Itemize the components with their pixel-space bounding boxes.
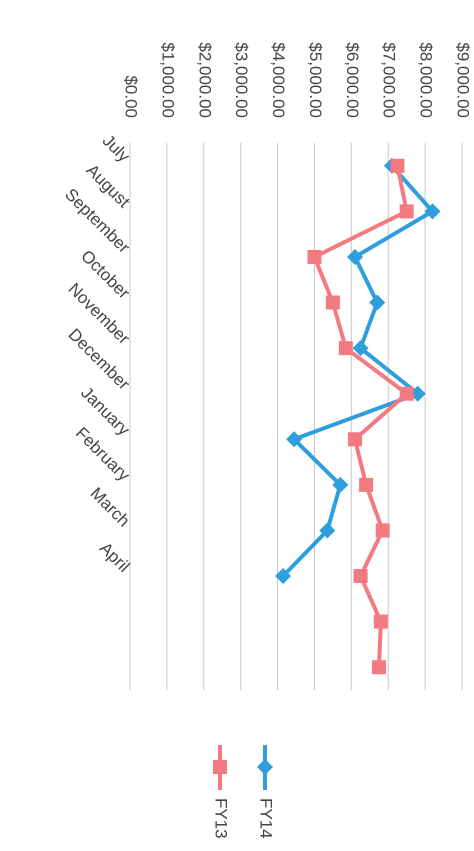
y-tick-label: $5,000.00	[306, 42, 325, 118]
marker	[338, 341, 353, 356]
marker	[332, 476, 349, 493]
y-tick-label: $0.00	[122, 75, 141, 118]
marker	[307, 249, 322, 264]
series-line	[312, 165, 409, 668]
y-tick-label: $1,000.00	[158, 42, 177, 118]
marker	[390, 158, 405, 173]
marker	[375, 523, 390, 538]
x-tick-label: March	[87, 484, 134, 531]
x-tick-label: July	[99, 131, 134, 166]
marker	[409, 385, 426, 402]
legend-label: FY14	[257, 798, 276, 839]
marker	[348, 432, 363, 447]
series-line	[281, 164, 435, 578]
marker	[286, 431, 303, 448]
marker	[325, 295, 340, 310]
marker	[319, 522, 336, 539]
y-tick-label: $8,000.00	[417, 42, 436, 118]
legend-label: FY13	[212, 798, 231, 839]
marker	[399, 204, 414, 219]
marker	[347, 248, 364, 265]
marker	[424, 203, 441, 220]
marker	[373, 614, 388, 629]
y-tick-label: $2,000.00	[195, 42, 214, 118]
y-tick-label: $6,000.00	[343, 42, 362, 118]
marker	[399, 386, 414, 401]
marker	[352, 340, 369, 357]
marker	[353, 569, 368, 584]
y-tick-label: $4,000.00	[269, 42, 288, 118]
marker	[359, 477, 374, 492]
marker	[372, 660, 386, 675]
marker	[369, 294, 386, 311]
y-tick-label: $7,000.00	[380, 42, 399, 118]
y-tick-label: $3,000.00	[232, 42, 251, 118]
marker	[257, 759, 273, 775]
marker	[213, 760, 227, 774]
marker	[275, 568, 292, 585]
x-tick-label: April	[96, 539, 133, 576]
y-tick-label: $9,000.00	[454, 42, 473, 118]
